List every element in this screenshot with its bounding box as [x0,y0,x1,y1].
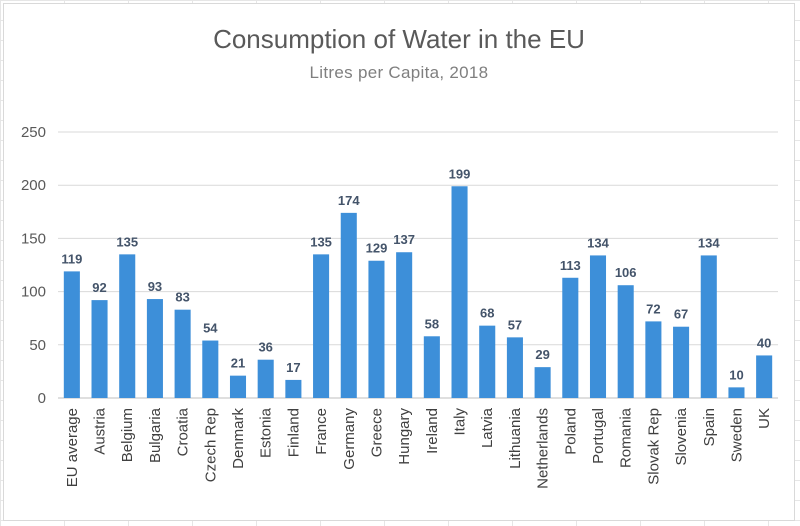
bar[interactable] [423,336,440,398]
x-tick-label: Belgium [119,408,136,462]
data-label: 21 [231,356,245,371]
x-tick-label: Slovak Rep [645,408,662,485]
bar[interactable] [285,379,302,398]
x-tick-label: Bulgaria [147,407,164,463]
x-tick-label: Austria [92,407,109,454]
bar[interactable] [728,387,745,398]
x-tick-label: Latvia [479,407,496,448]
data-label: 174 [338,193,360,208]
x-tick-label: Estonia [258,407,275,458]
y-tick-label: 0 [38,390,46,407]
y-tick-label: 150 [21,230,46,247]
bar[interactable] [202,340,219,398]
bar[interactable] [229,375,247,398]
data-label: 58 [425,316,439,331]
x-tick-label: EU average [64,408,81,487]
data-label: 92 [92,280,106,295]
bar[interactable] [91,300,108,398]
x-tick-label: Czech Rep [202,408,219,482]
x-tick-label: Spain [701,408,718,446]
bar[interactable] [396,252,413,398]
x-tick-label: France [313,408,330,455]
y-tick-label: 100 [21,284,46,301]
x-tick-label: Portugal [590,408,607,464]
y-tick-label: 200 [21,177,46,194]
bar[interactable] [451,186,468,398]
chart-subtitle: Litres per Capita, 2018 [309,63,489,82]
bar[interactable] [174,309,191,398]
data-label: 57 [508,317,522,332]
x-tick-label: Germany [341,408,358,470]
x-tick-label: UK [756,408,773,429]
bar[interactable] [700,255,717,398]
data-label: 72 [646,301,660,316]
bar[interactable] [340,212,357,398]
data-label: 40 [757,335,771,350]
bar[interactable] [146,299,163,398]
bar[interactable] [589,255,607,398]
x-tick-label: Ireland [424,408,441,454]
data-label: 106 [615,265,637,280]
x-tick-label: Lithuania [507,407,524,469]
x-tick-label: Slovenia [673,407,690,465]
chart-title: Consumption of Water in the EU [213,24,585,54]
data-label: 36 [258,340,272,355]
data-label: 129 [366,241,388,256]
data-label: 10 [729,367,743,382]
bar[interactable] [257,359,274,398]
x-tick-label: Croatia [175,407,192,456]
bar[interactable] [756,355,773,398]
bar[interactable] [368,260,385,398]
y-tick-label: 50 [29,337,46,354]
chart-area[interactable]: Consumption of Water in the EU Litres pe… [3,3,795,521]
data-label: 134 [698,235,720,250]
data-label: 199 [449,166,471,181]
bar[interactable] [645,321,662,398]
data-label: 54 [203,321,218,336]
data-label: 134 [587,235,609,250]
bar[interactable] [617,285,634,398]
x-tick-label: Netherlands [535,408,552,489]
data-label: 113 [560,258,581,273]
bar[interactable] [63,271,80,398]
x-tick-label: Denmark [230,408,247,469]
bar[interactable] [534,367,551,398]
x-tick-label: Greece [368,408,385,457]
bar[interactable] [562,277,579,398]
bar[interactable] [313,254,330,398]
plot-area: 0 50 100 150 200 250 119 EU average 92 Austria 135… [21,124,778,489]
data-label: 135 [116,234,138,249]
data-label: 68 [480,306,494,321]
bar[interactable] [673,326,690,398]
x-tick-label: Poland [562,408,579,455]
x-tick-label: Finland [285,408,302,457]
data-label: 83 [175,290,189,305]
data-label: 137 [393,232,415,247]
data-label: 17 [286,360,300,375]
data-label: 119 [61,251,82,266]
x-tick-label: Italy [452,408,469,436]
data-label: 135 [310,234,332,249]
x-tick-label: Romania [618,407,635,468]
bar[interactable] [119,254,136,398]
x-tick-label: Sweden [728,408,745,462]
x-tick-label: Hungary [396,408,413,465]
y-tick-label: 250 [21,124,46,141]
data-label: 93 [148,279,162,294]
bar[interactable] [479,325,496,398]
data-label: 67 [674,307,688,322]
bar[interactable] [506,337,523,398]
data-label: 29 [535,347,549,362]
